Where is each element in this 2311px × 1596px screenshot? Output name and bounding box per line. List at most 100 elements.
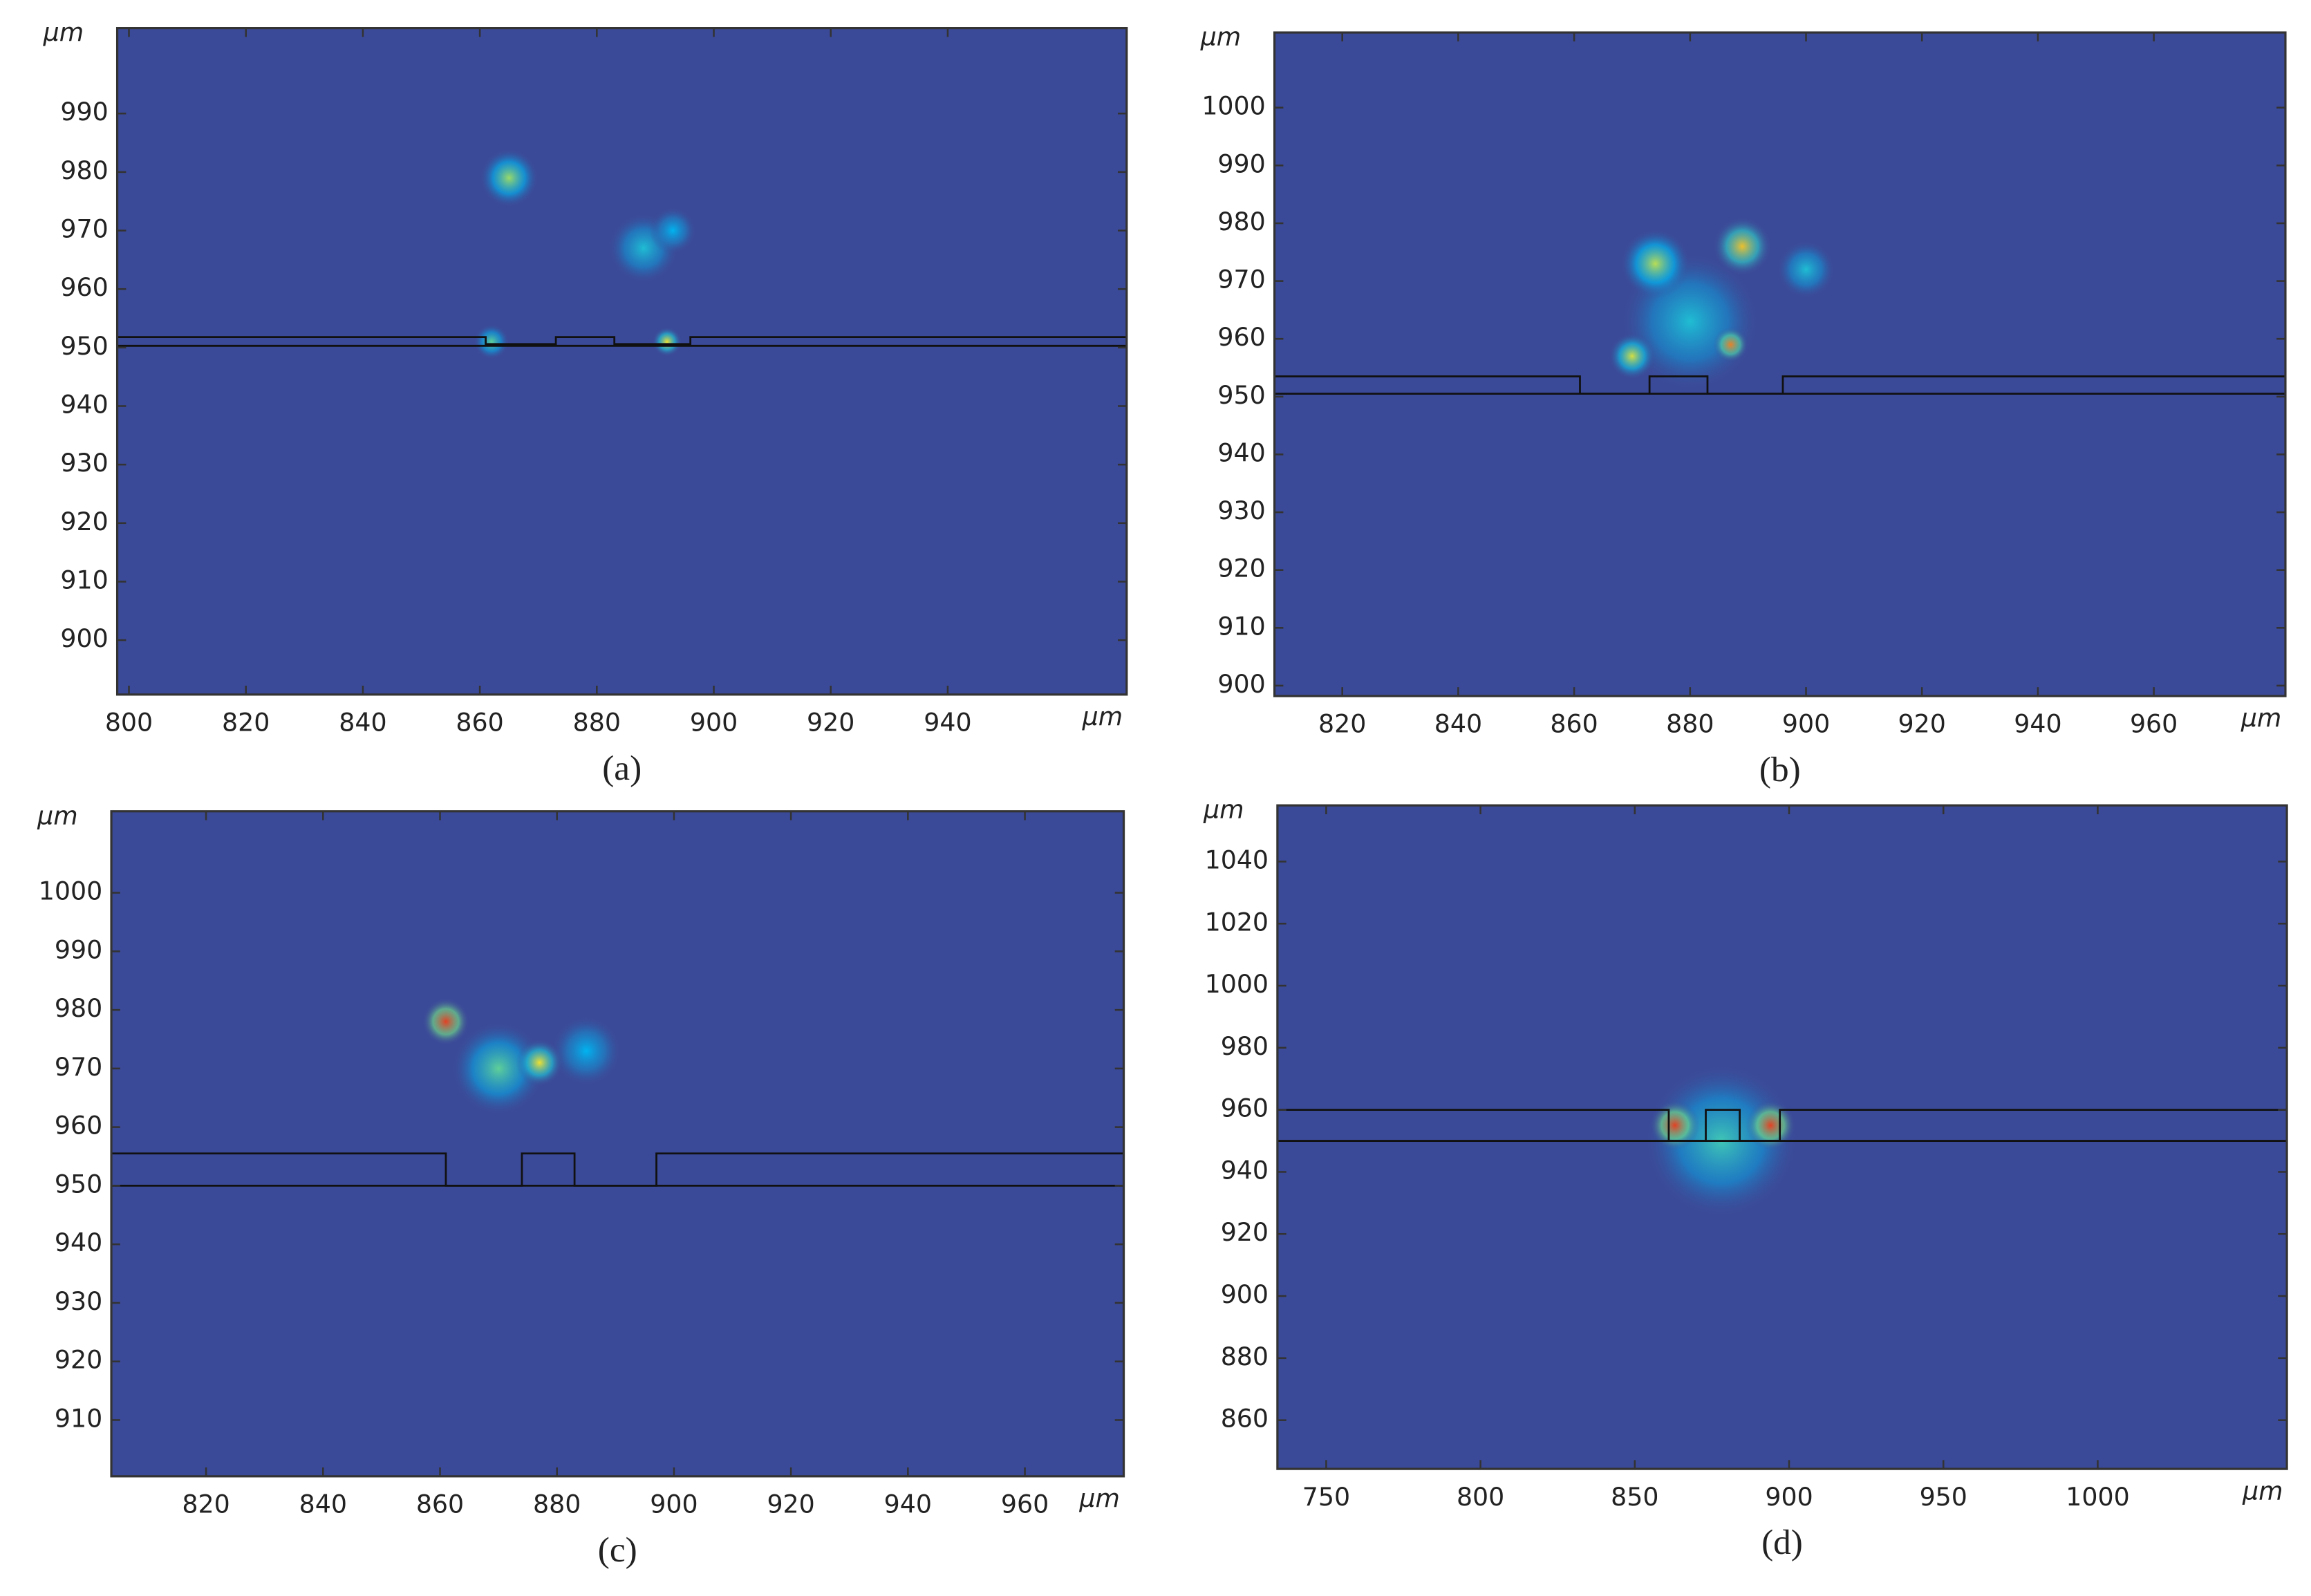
structure-outline — [117, 336, 1127, 346]
y-tick-label: 900 — [1217, 669, 1265, 699]
x-tick-label: 800 — [105, 708, 153, 738]
y-tick-label: 990 — [1217, 149, 1265, 178]
y-tick-label: 930 — [60, 448, 108, 478]
caption: (b) — [1759, 750, 1801, 789]
y-tick-label: 990 — [55, 935, 102, 964]
x-tick-label: 900 — [650, 1490, 698, 1519]
y-tick-label: 930 — [55, 1286, 102, 1316]
y-tick-label: 910 — [55, 1403, 102, 1433]
y-tick-label: 910 — [60, 565, 108, 594]
hotspot — [1713, 327, 1748, 362]
x-tick-label: 840 — [1434, 709, 1482, 739]
y-tick-label: 960 — [1221, 1093, 1269, 1123]
y-tick-label: 1020 — [1205, 907, 1269, 937]
y-tick-label: 940 — [60, 389, 108, 419]
hotspot — [422, 998, 469, 1045]
x-tick-label: 880 — [1666, 709, 1714, 739]
plot-area — [1274, 32, 2285, 696]
x-tick-label: 940 — [924, 708, 971, 738]
y-tick-label: 990 — [60, 97, 108, 126]
y-tick-label: 900 — [60, 623, 108, 653]
y-tick-label: 920 — [55, 1345, 102, 1375]
plot-frame — [1276, 804, 2288, 1470]
x-tick-label: 960 — [1001, 1490, 1049, 1519]
y-unit: μm — [1203, 795, 1244, 825]
x-tick-label: 840 — [299, 1490, 347, 1519]
hotspot — [451, 1022, 545, 1116]
hotspot — [1609, 332, 1656, 379]
hotspot — [480, 149, 539, 207]
x-tick-label: 820 — [222, 708, 270, 738]
y-tick-label: 950 — [60, 331, 108, 361]
x-tick-label: 940 — [884, 1490, 932, 1519]
y-tick-label: 960 — [60, 272, 108, 302]
y-tick-label: 860 — [1221, 1404, 1269, 1434]
y-tick-label: 980 — [55, 993, 102, 1023]
x-tick-label: 900 — [1782, 709, 1830, 739]
x-tick-label: 880 — [573, 708, 621, 738]
y-tick-label: 980 — [1217, 207, 1265, 236]
y-tick-label: 940 — [1221, 1155, 1269, 1185]
plot-area — [111, 811, 1124, 1476]
plot-frame — [1273, 31, 2287, 697]
hotspot — [1713, 217, 1772, 276]
x-tick-label: 800 — [1457, 1482, 1504, 1512]
hotspot — [1620, 229, 1690, 299]
y-tick-label: 940 — [55, 1228, 102, 1257]
field-layer — [117, 149, 1127, 359]
y-tick-label: 1040 — [1205, 845, 1269, 874]
x-tick-label: 860 — [1550, 709, 1598, 739]
x-tick-label: 960 — [2130, 709, 2178, 739]
y-tick-label: 880 — [1221, 1342, 1269, 1371]
x-unit: μm — [2240, 703, 2282, 733]
structure-outline — [1277, 1109, 2287, 1142]
x-tick-label: 750 — [1302, 1482, 1350, 1512]
x-tick-label: 850 — [1611, 1482, 1658, 1512]
y-tick-label: 1000 — [1201, 91, 1265, 121]
y-tick-label: 960 — [1217, 322, 1265, 352]
x-tick-label: 920 — [1898, 709, 1946, 739]
y-tick-label: 920 — [1221, 1217, 1269, 1247]
y-tick-label: 1000 — [1205, 969, 1269, 999]
hotspot — [551, 1015, 621, 1087]
hotspot — [474, 323, 509, 359]
y-tick-label: 920 — [1217, 554, 1265, 583]
y-tick-label: 970 — [60, 214, 108, 244]
plot-frame — [115, 27, 1128, 696]
x-tick-label: 900 — [690, 708, 738, 738]
x-unit: μm — [1082, 702, 1123, 731]
y-tick-label: 980 — [60, 156, 108, 185]
y-tick-label: 920 — [60, 507, 108, 536]
x-tick-label: 920 — [807, 708, 854, 738]
field-layer — [1277, 1063, 2287, 1219]
field-layer — [1274, 217, 2285, 395]
field-layer — [111, 998, 1124, 1187]
y-tick-label: 980 — [1221, 1031, 1269, 1061]
hotspot — [1777, 240, 1835, 299]
y-tick-label: 900 — [1221, 1279, 1269, 1309]
y-unit: μm — [37, 800, 78, 830]
x-tick-label: 950 — [1920, 1482, 1967, 1512]
caption: (a) — [602, 749, 642, 788]
hotspot — [652, 327, 682, 357]
x-tick-label: 900 — [1765, 1482, 1813, 1512]
x-tick-label: 860 — [416, 1490, 464, 1519]
x-tick-label: 940 — [2014, 709, 2061, 739]
hotspot — [1746, 1100, 1795, 1150]
y-tick-label: 930 — [1217, 496, 1265, 525]
x-tick-label: 920 — [767, 1490, 814, 1519]
hotspot — [649, 207, 697, 254]
x-tick-label: 1000 — [2066, 1482, 2129, 1512]
y-tick-label: 950 — [1217, 380, 1265, 410]
plot-frame — [110, 810, 1125, 1478]
y-unit: μm — [43, 17, 84, 47]
hotspot — [516, 1039, 563, 1087]
x-tick-label: 820 — [182, 1490, 230, 1519]
y-tick-label: 950 — [55, 1169, 102, 1199]
x-unit: μm — [1078, 1483, 1120, 1513]
y-tick-label: 1000 — [39, 876, 102, 906]
y-tick-label: 970 — [1217, 265, 1265, 294]
x-tick-label: 880 — [533, 1490, 581, 1519]
y-tick-label: 970 — [55, 1052, 102, 1082]
